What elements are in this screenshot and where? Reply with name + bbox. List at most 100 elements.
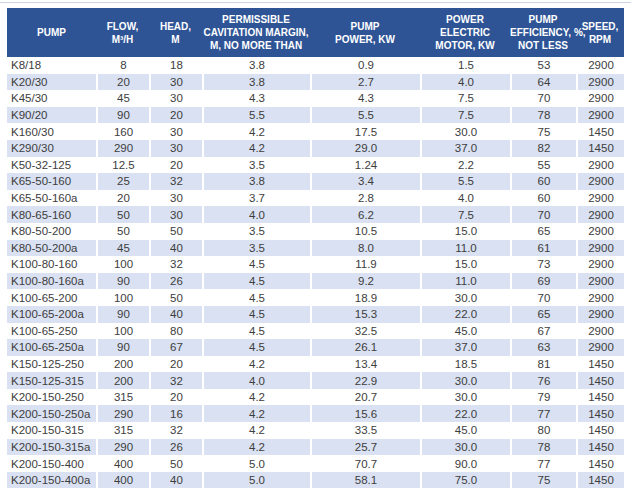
cell-cavitation: 4.2 bbox=[202, 405, 310, 422]
cell-motor: 45.0 bbox=[420, 422, 510, 439]
cell-flow: 290 bbox=[96, 439, 149, 456]
cell-efficiency: 60 bbox=[510, 173, 576, 190]
cell-power: 3.4 bbox=[310, 173, 420, 190]
table-body: K8/18 8 18 3.8 0.9 1.5 53 2900 K20/30 20… bbox=[7, 57, 624, 488]
cell-cavitation: 3.8 bbox=[202, 74, 310, 91]
table-row: K50-32-125 12.5 20 3.5 1.24 2.2 55 2900 bbox=[7, 157, 624, 174]
cell-pump: K160/30 bbox=[7, 123, 96, 140]
table-row: K160/30 160 30 4.2 17.5 30.0 75 1450 bbox=[7, 123, 624, 140]
cell-speed: 2900 bbox=[576, 57, 624, 74]
cell-motor: 7.5 bbox=[420, 107, 510, 124]
table-top-border-line bbox=[0, 2, 631, 3]
cell-efficiency: 70 bbox=[510, 90, 576, 107]
cell-speed: 2900 bbox=[576, 323, 624, 340]
col-header-flow: FLOW, M³/H bbox=[96, 8, 149, 57]
cell-efficiency: 70 bbox=[510, 289, 576, 306]
cell-efficiency: 70 bbox=[510, 206, 576, 223]
cell-power: 13.4 bbox=[310, 356, 420, 373]
cell-speed: 2900 bbox=[576, 306, 624, 323]
cell-pump: K80-50-200 bbox=[7, 223, 96, 240]
cell-cavitation: 4.5 bbox=[202, 306, 310, 323]
cell-efficiency: 69 bbox=[510, 273, 576, 290]
cell-head: 67 bbox=[149, 339, 202, 356]
cell-pump: K80-65-160 bbox=[7, 206, 96, 223]
cell-efficiency: 79 bbox=[510, 389, 576, 406]
cell-cavitation: 5.0 bbox=[202, 455, 310, 472]
cell-head: 26 bbox=[149, 439, 202, 456]
cell-speed: 2900 bbox=[576, 339, 624, 356]
cell-head: 26 bbox=[149, 273, 202, 290]
cell-motor: 1.5 bbox=[420, 57, 510, 74]
cell-head: 32 bbox=[149, 173, 202, 190]
cell-pump: K100-65-250a bbox=[7, 339, 96, 356]
table-row: K100-65-250 100 80 4.5 32.5 45.0 67 2900 bbox=[7, 323, 624, 340]
cell-speed: 2900 bbox=[576, 223, 624, 240]
cell-head: 20 bbox=[149, 107, 202, 124]
cell-motor: 30.0 bbox=[420, 289, 510, 306]
cell-power: 20.7 bbox=[310, 389, 420, 406]
col-header-pump: PUMP bbox=[7, 8, 96, 57]
cell-flow: 290 bbox=[96, 405, 149, 422]
cell-motor: 30.0 bbox=[420, 123, 510, 140]
cell-speed: 2900 bbox=[576, 90, 624, 107]
cell-head: 30 bbox=[149, 206, 202, 223]
table-row: K150-125-250 200 20 4.2 13.4 18.5 81 145… bbox=[7, 356, 624, 373]
cell-motor: 7.5 bbox=[420, 206, 510, 223]
cell-head: 30 bbox=[149, 74, 202, 91]
cell-pump: K65-50-160 bbox=[7, 173, 96, 190]
table-row: K100-65-200 100 50 4.5 18.9 30.0 70 2900 bbox=[7, 289, 624, 306]
cell-power: 8.0 bbox=[310, 240, 420, 257]
cell-pump: K200-150-250 bbox=[7, 389, 96, 406]
cell-motor: 2.2 bbox=[420, 157, 510, 174]
cell-pump: K200-150-400 bbox=[7, 455, 96, 472]
cell-speed: 2900 bbox=[576, 273, 624, 290]
cell-power: 6.2 bbox=[310, 206, 420, 223]
cell-pump: K290/30 bbox=[7, 140, 96, 157]
cell-efficiency: 65 bbox=[510, 223, 576, 240]
table-row: K200-150-315 315 32 4.2 33.5 45.0 80 145… bbox=[7, 422, 624, 439]
cell-motor: 45.0 bbox=[420, 323, 510, 340]
cell-power: 9.2 bbox=[310, 273, 420, 290]
table-row: K80-50-200 50 50 3.5 10.5 15.0 65 2900 bbox=[7, 223, 624, 240]
cell-pump: K65-50-160a bbox=[7, 190, 96, 207]
table-row: K90/20 90 20 5.5 5.5 7.5 78 2900 bbox=[7, 107, 624, 124]
table-row: K200-150-250a 290 16 4.2 15.6 22.0 77 14… bbox=[7, 405, 624, 422]
cell-efficiency: 75 bbox=[510, 123, 576, 140]
cell-power: 5.5 bbox=[310, 107, 420, 124]
cell-flow: 400 bbox=[96, 455, 149, 472]
cell-power: 1.24 bbox=[310, 157, 420, 174]
cell-power: 32.5 bbox=[310, 323, 420, 340]
cell-pump: K150-125-250 bbox=[7, 356, 96, 373]
cell-efficiency: 78 bbox=[510, 439, 576, 456]
cell-power: 17.5 bbox=[310, 123, 420, 140]
cell-cavitation: 4.5 bbox=[202, 273, 310, 290]
cell-motor: 30.0 bbox=[420, 439, 510, 456]
col-header-head: HEAD, M bbox=[149, 8, 202, 57]
cell-flow: 100 bbox=[96, 256, 149, 273]
cell-motor: 4.0 bbox=[420, 74, 510, 91]
cell-cavitation: 4.2 bbox=[202, 439, 310, 456]
cell-efficiency: 61 bbox=[510, 240, 576, 257]
cell-speed: 1450 bbox=[576, 372, 624, 389]
pump-specifications-table: PUMP FLOW, M³/H HEAD, M PERMISSIBLE CAVI… bbox=[7, 8, 624, 488]
cell-speed: 1450 bbox=[576, 405, 624, 422]
table-row: K200-150-400 400 50 5.0 70.7 90.0 77 145… bbox=[7, 455, 624, 472]
table-row: K65-50-160a 20 30 3.7 2.8 4.0 60 2900 bbox=[7, 190, 624, 207]
cell-flow: 400 bbox=[96, 472, 149, 489]
table-row: K80-65-160 50 30 4.0 6.2 7.5 70 2900 bbox=[7, 206, 624, 223]
table-row: K8/18 8 18 3.8 0.9 1.5 53 2900 bbox=[7, 57, 624, 74]
cell-pump: K20/30 bbox=[7, 74, 96, 91]
table-row: K200-150-400a 400 40 5.0 58.1 75.0 75 14… bbox=[7, 472, 624, 489]
cell-power: 2.8 bbox=[310, 190, 420, 207]
cell-cavitation: 4.0 bbox=[202, 206, 310, 223]
table-row: K20/30 20 30 3.8 2.7 4.0 64 2900 bbox=[7, 74, 624, 91]
cell-speed: 2900 bbox=[576, 74, 624, 91]
cell-head: 20 bbox=[149, 356, 202, 373]
cell-pump: K100-80-160 bbox=[7, 256, 96, 273]
cell-motor: 7.5 bbox=[420, 90, 510, 107]
col-header-motor: POWER ELECTRIC MOTOR, KW bbox=[420, 8, 510, 57]
cell-power: 2.7 bbox=[310, 74, 420, 91]
cell-pump: K8/18 bbox=[7, 57, 96, 74]
cell-power: 22.9 bbox=[310, 372, 420, 389]
cell-pump: K90/20 bbox=[7, 107, 96, 124]
